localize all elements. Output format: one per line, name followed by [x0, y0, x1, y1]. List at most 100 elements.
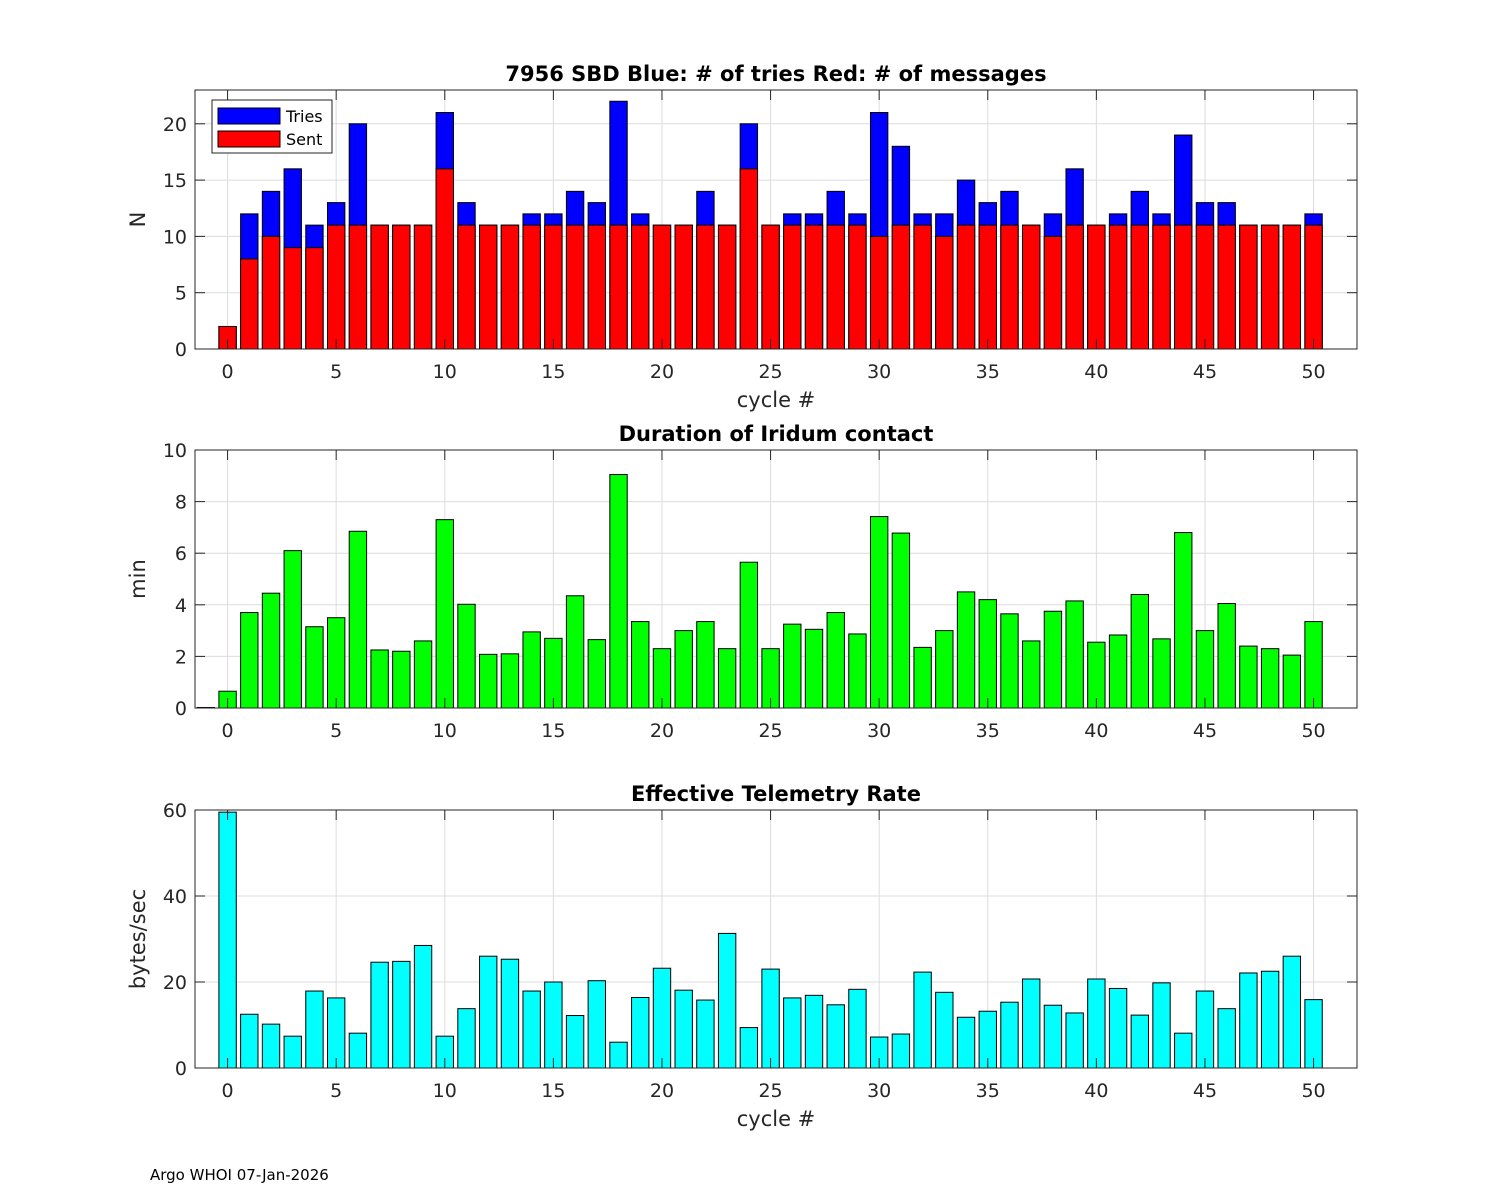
bar-sent-cycle-41 — [1108, 224, 1128, 350]
bar-cycle-18 — [609, 1041, 628, 1069]
y-axis-label: N — [126, 212, 150, 228]
bar-cycle-7 — [370, 649, 389, 709]
bar-cycle-39 — [1065, 1012, 1084, 1069]
bar-cycle-28 — [826, 1004, 845, 1069]
tries-messages-chart: 0 5 10 15 20 25 30 35 40 45 50 0 5 10 15 20 7956 SBD Blu… — [126, 62, 1358, 412]
bar-sent-cycle-15 — [544, 224, 563, 350]
y-axis-label: min — [126, 559, 150, 599]
bar-cycle-22 — [696, 621, 715, 709]
x-tick-label: 45 — [1193, 1080, 1217, 1102]
bar-cycle-1 — [240, 612, 259, 709]
y-tick-label: 6 — [175, 543, 187, 565]
bar-sent-cycle-30 — [869, 235, 889, 350]
bar-cycle-3 — [283, 1035, 302, 1069]
footer-credit: Argo WHOI 07-Jan-2026 — [150, 1166, 329, 1184]
x-tick-label: 25 — [758, 1080, 782, 1102]
bar-cycle-32 — [913, 646, 932, 709]
x-tick-label: 20 — [650, 361, 674, 383]
bar-cycle-43 — [1152, 982, 1171, 1069]
bar-cycle-17 — [587, 639, 607, 709]
bar-cycle-44 — [1174, 1032, 1193, 1069]
bar-cycle-36 — [1000, 613, 1019, 709]
bar-cycle-19 — [631, 996, 650, 1069]
x-tick-label: 35 — [976, 1080, 1000, 1102]
bar-cycle-3 — [283, 550, 302, 709]
x-tick-label: 25 — [758, 361, 782, 383]
bar-sent-cycle-34 — [956, 224, 976, 350]
bar-sent-cycle-29 — [848, 224, 867, 350]
bar-cycle-38 — [1043, 610, 1063, 709]
y-axis-label: bytes/sec — [126, 889, 150, 989]
x-tick-label: 20 — [650, 1080, 674, 1102]
legend-swatch-sent — [217, 130, 281, 148]
bar-cycle-2 — [261, 1023, 281, 1069]
bar-sent-cycle-42 — [1130, 224, 1149, 350]
y-tick-label: 2 — [175, 646, 187, 668]
bar-sent-cycle-50 — [1304, 224, 1323, 350]
y-tick-label: 40 — [163, 886, 187, 908]
y-tick-label: 4 — [175, 595, 187, 617]
bar-sent-cycle-26 — [783, 224, 802, 350]
legend-swatch-tries — [217, 107, 281, 125]
bar-cycle-23 — [717, 932, 737, 1069]
bar-sent-cycle-20 — [652, 224, 672, 350]
bar-cycle-25 — [761, 968, 780, 1069]
y-tick-label: 0 — [175, 339, 187, 361]
bar-cycle-20 — [652, 967, 672, 1069]
y-tick-label: 20 — [163, 972, 187, 994]
chart-title: 7956 SBD Blue: # of tries Red: # of mess… — [505, 62, 1046, 86]
bar-sent-cycle-3 — [283, 247, 302, 350]
bar-cycle-36 — [1000, 1001, 1019, 1069]
legend-label-sent: Sent — [286, 130, 322, 149]
bar-cycle-5 — [326, 997, 346, 1069]
y-tick-label: 60 — [163, 800, 187, 822]
bar-cycle-15 — [544, 637, 563, 709]
bar-cycle-5 — [326, 617, 346, 709]
bar-sent-cycle-6 — [348, 224, 368, 350]
bar-sent-cycle-43 — [1152, 224, 1171, 350]
bar-cycle-31 — [891, 532, 911, 709]
x-tick-label: 30 — [867, 361, 891, 383]
bar-sent-cycle-23 — [717, 224, 737, 350]
bar-sent-cycle-4 — [305, 247, 324, 350]
bar-sent-cycle-28 — [826, 224, 845, 350]
bar-sent-cycle-38 — [1043, 235, 1063, 350]
bar-sent-cycle-46 — [1217, 224, 1236, 350]
bar-cycle-15 — [544, 981, 563, 1069]
bar-cycle-14 — [522, 631, 541, 709]
y-tick-label: 15 — [163, 170, 187, 192]
bar-sent-cycle-36 — [1000, 224, 1019, 350]
bar-sent-cycle-7 — [370, 224, 389, 350]
bar-sent-cycle-2 — [261, 235, 281, 350]
bar-cycle-28 — [826, 612, 845, 709]
bar-cycle-12 — [479, 653, 498, 709]
bar-cycle-21 — [674, 989, 693, 1069]
axes-frame — [194, 809, 1358, 1069]
bar-sent-cycle-31 — [891, 224, 911, 350]
bar-cycle-9 — [413, 640, 433, 709]
x-tick-label: 50 — [1301, 361, 1325, 383]
x-axis-label: cycle # — [737, 388, 816, 412]
bar-cycle-27 — [804, 994, 824, 1069]
bar-cycle-35 — [978, 599, 997, 709]
y-tick-label: 20 — [163, 114, 187, 136]
bar-cycle-33 — [935, 991, 954, 1069]
y-tick-label: 10 — [163, 226, 187, 248]
bar-cycle-47 — [1239, 972, 1258, 1069]
bar-cycle-12 — [479, 955, 498, 1069]
axes-frame — [194, 89, 1358, 350]
bar-sent-cycle-9 — [413, 224, 433, 350]
bar-cycle-42 — [1130, 593, 1149, 709]
bar-cycle-39 — [1065, 600, 1084, 709]
bar-cycle-45 — [1195, 630, 1215, 709]
bar-cycle-37 — [1022, 978, 1041, 1069]
bar-cycle-8 — [392, 960, 411, 1069]
x-tick-label: 40 — [1084, 1080, 1108, 1102]
bar-cycle-44 — [1174, 532, 1193, 709]
x-tick-label: 45 — [1193, 361, 1217, 383]
bar-sent-cycle-22 — [696, 224, 715, 350]
bar-cycle-21 — [674, 630, 693, 709]
iridium-duration-chart: 0 5 10 15 20 25 30 35 40 45 50 0 2 4 6 8 10 Duration of I… — [126, 422, 1358, 742]
bar-sent-cycle-13 — [500, 224, 520, 350]
bar-cycle-13 — [500, 958, 520, 1069]
